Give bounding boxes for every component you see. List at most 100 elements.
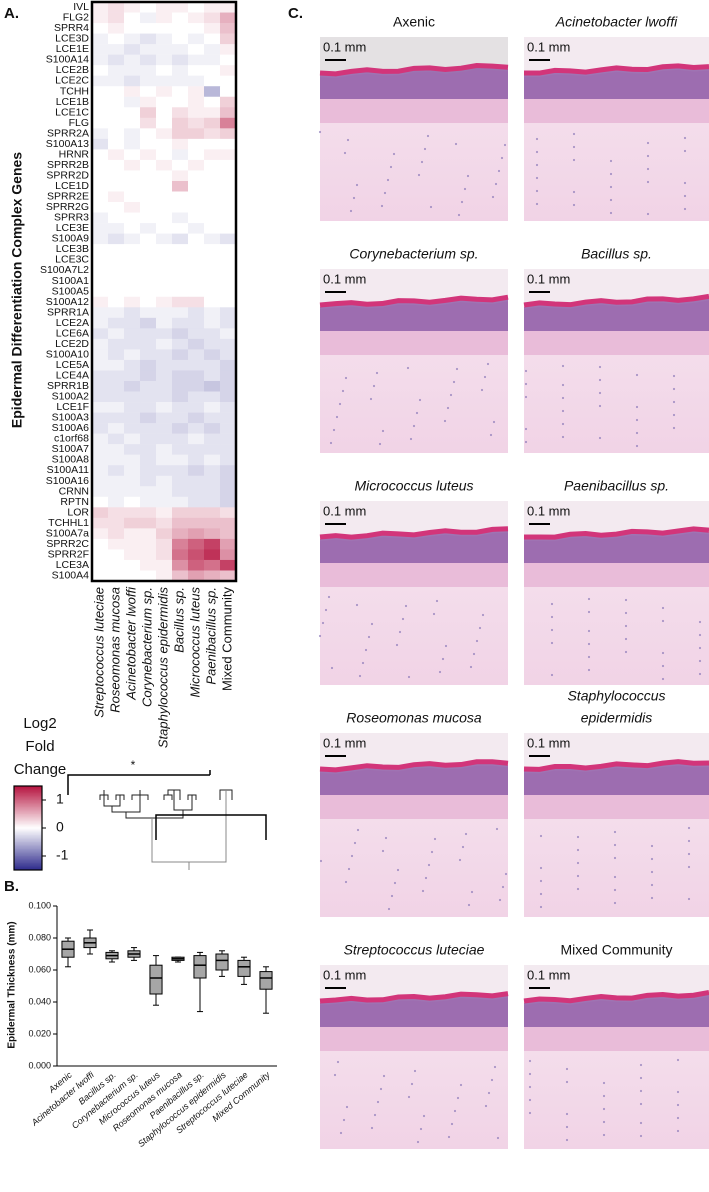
heatmap-cell <box>124 65 141 76</box>
heatmap-cell <box>172 423 189 434</box>
nucleus <box>587 642 591 646</box>
heatmap-cell <box>156 549 173 561</box>
colorbar-step <box>14 823 42 826</box>
heatmap-cell <box>204 296 221 308</box>
heatmap-cell <box>156 191 173 203</box>
heatmap-cell <box>188 559 205 571</box>
nucleus <box>398 630 402 634</box>
row-label: LCE3D <box>55 33 89 45</box>
heatmap-border <box>90 0 238 583</box>
nucleus <box>503 143 507 147</box>
colorbar-step <box>14 807 42 809</box>
nucleus <box>661 677 665 681</box>
heatmap-cell <box>188 370 205 382</box>
heatmap-cell <box>188 496 205 508</box>
heatmap-cell <box>188 2 205 13</box>
nucleus <box>446 406 450 410</box>
nucleus <box>356 828 360 832</box>
row-label: S100A7a <box>46 527 89 539</box>
heatmap-cell <box>124 570 141 582</box>
y-tick-label: 0.080 <box>28 932 51 942</box>
heatmap-cell <box>188 202 205 213</box>
heatmap-cell <box>92 496 109 508</box>
heatmap-cell <box>172 496 189 508</box>
nucleus <box>407 1095 411 1099</box>
row-label: S100A2 <box>52 391 90 403</box>
heatmap-cell <box>92 244 109 255</box>
heatmap-cell <box>172 12 189 24</box>
heatmap-cell <box>204 412 221 424</box>
heatmap-cell <box>172 507 189 519</box>
heatmap-cell <box>156 570 173 582</box>
row-label: S100A7L2 <box>40 264 89 276</box>
heatmap-cell <box>140 412 157 424</box>
heatmap-cell <box>108 202 125 213</box>
micrograph <box>319 269 509 453</box>
heatmap-cell <box>108 307 125 319</box>
heatmap-cell <box>220 180 237 192</box>
nucleus <box>421 889 425 893</box>
heatmap-cell <box>220 96 237 108</box>
box <box>259 971 273 990</box>
heatmap-cell <box>92 423 109 434</box>
heatmap-cell <box>220 233 237 245</box>
heatmap-cell <box>188 107 205 119</box>
heatmap-cell <box>204 96 221 108</box>
heatmap-cell <box>124 528 141 540</box>
heatmap-cell <box>108 96 125 108</box>
colorbar-step <box>14 832 42 834</box>
nucleus <box>613 875 617 879</box>
heatmap-cell <box>140 328 157 340</box>
heatmap-cell <box>204 475 221 487</box>
heatmap-cell <box>124 191 141 203</box>
nucleus <box>602 1120 606 1124</box>
nucleus <box>524 382 528 386</box>
nucleus <box>524 395 528 399</box>
nucleus <box>495 827 499 831</box>
row-label: FLG2 <box>63 12 89 24</box>
heatmap-cell <box>156 86 173 98</box>
heatmap-cell <box>140 180 157 192</box>
heatmap-cell <box>188 23 205 34</box>
heatmap-cell <box>156 296 173 308</box>
nucleus <box>429 205 433 209</box>
heatmap-cell <box>188 433 205 445</box>
nucleus <box>687 865 691 869</box>
nucleus <box>687 839 691 843</box>
heatmap-cell <box>124 86 141 98</box>
nucleus <box>447 1135 451 1139</box>
row-label: LCE3A <box>56 559 89 571</box>
heatmap-cell <box>140 454 157 466</box>
nucleus <box>587 668 591 672</box>
heatmap-cell <box>220 244 237 255</box>
heatmap-cell <box>220 391 237 403</box>
y-axis-label: Epidermal Differentiation Complex Genes <box>9 152 25 428</box>
nucleus <box>492 420 496 424</box>
nucleus <box>330 666 334 670</box>
nucleus <box>672 426 676 430</box>
heatmap-cell <box>140 254 157 266</box>
colorbar-step <box>14 856 42 858</box>
scale-label: 0.1 mm <box>323 503 366 518</box>
heatmap-cell <box>124 391 141 403</box>
nucleus <box>587 610 591 614</box>
heatmap-cell <box>220 475 237 487</box>
heatmap-cell <box>140 538 157 550</box>
nucleus <box>318 634 322 638</box>
heatmap-cell <box>156 402 173 413</box>
heatmap-cell <box>124 2 141 13</box>
heatmap-cell <box>124 44 141 55</box>
nucleus <box>318 130 322 134</box>
heatmap-cell <box>172 75 189 87</box>
nucleus <box>683 207 687 211</box>
row-label: LCE1F <box>56 401 89 413</box>
nucleus <box>420 160 424 164</box>
column-label: Paenibacillus sp. <box>203 587 218 685</box>
heatmap-cell <box>92 338 109 350</box>
heatmap-cell <box>188 307 205 319</box>
nucleus <box>389 165 393 169</box>
image-title: Staphylococcus <box>567 688 665 704</box>
heatmap-cell <box>124 559 141 571</box>
nucleus <box>361 661 365 665</box>
colorbar-step <box>14 805 42 808</box>
